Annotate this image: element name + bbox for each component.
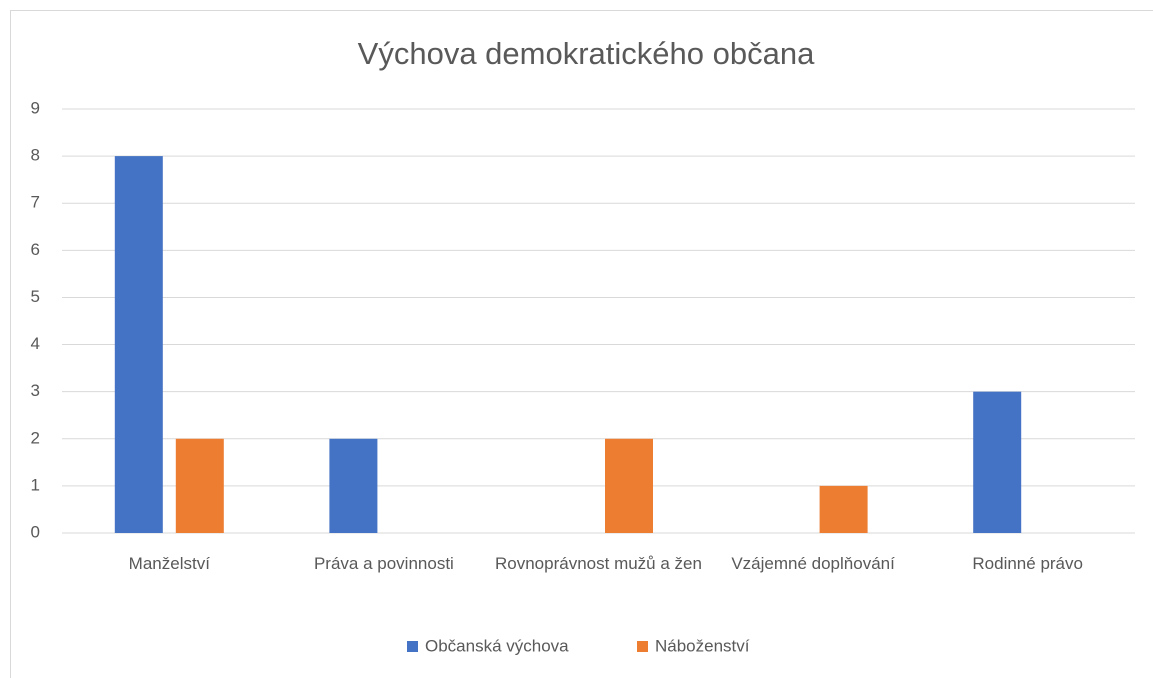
- bar: [605, 438, 653, 533]
- chart-title: Výchova demokratického občana: [358, 36, 815, 71]
- y-tick-label: 7: [31, 193, 40, 212]
- x-tick-label: Vzájemné doplňování: [731, 554, 895, 573]
- legend-swatch: [637, 641, 648, 652]
- legend-label: Občanská výchova: [425, 636, 569, 655]
- y-tick-label: 2: [31, 428, 40, 447]
- y-tick-label: 3: [31, 381, 40, 400]
- chart-frame: [10, 10, 1153, 678]
- legend-label: Náboženství: [655, 636, 750, 655]
- y-tick-label: 0: [31, 522, 40, 541]
- bar: [819, 485, 868, 533]
- x-tick-label: Rovnoprávnost mužů a žen: [495, 554, 702, 573]
- x-tick-label: Rodinné právo: [972, 554, 1083, 573]
- bar: [114, 156, 163, 533]
- bar: [175, 438, 224, 533]
- y-tick-label: 6: [31, 240, 40, 259]
- y-tick-label: 9: [31, 98, 40, 117]
- x-tick-label: Manželství: [128, 554, 210, 573]
- y-tick-label: 8: [31, 146, 40, 165]
- y-tick-label: 4: [31, 334, 40, 353]
- legend-swatch: [407, 641, 418, 652]
- y-tick-label: 1: [31, 475, 40, 494]
- bar: [973, 391, 1022, 533]
- y-tick-label: 5: [31, 287, 40, 306]
- bar: [329, 438, 378, 533]
- x-tick-label: Práva a povinnosti: [313, 554, 454, 573]
